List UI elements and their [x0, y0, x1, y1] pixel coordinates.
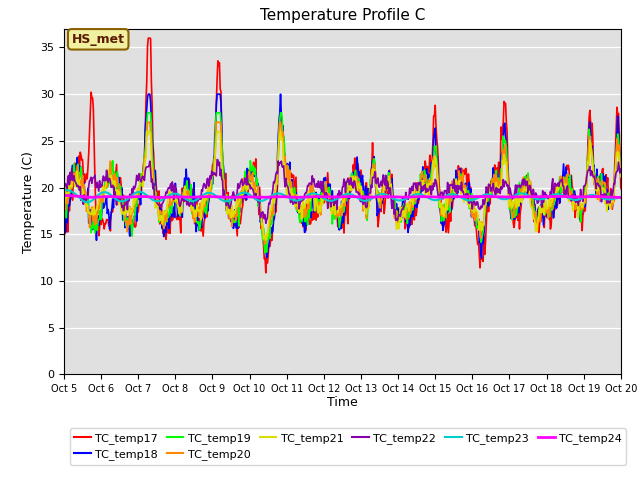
Line: TC_temp17: TC_temp17 [64, 38, 621, 273]
TC_temp23 [566, 196, 574, 202]
TC_temp17 [617, 186, 625, 192]
X-axis label: Time: Time [327, 396, 358, 408]
TC_temp20 [143, 120, 151, 125]
TC_temp18 [389, 192, 397, 198]
TC_temp20 [335, 212, 343, 218]
TC_temp18 [568, 191, 575, 197]
TC_temp24 [388, 194, 396, 200]
Line: TC_temp18: TC_temp18 [64, 94, 621, 258]
TC_temp24 [617, 194, 625, 200]
TC_temp23 [83, 199, 91, 205]
TC_temp22 [262, 220, 269, 226]
TC_temp23 [207, 190, 215, 196]
TC_temp22 [617, 166, 625, 172]
TC_temp19 [390, 199, 397, 205]
TC_temp19 [445, 207, 452, 213]
Line: TC_temp22: TC_temp22 [64, 159, 621, 223]
TC_temp18 [207, 177, 215, 183]
TC_temp19 [60, 204, 68, 210]
TC_temp20 [183, 188, 191, 194]
TC_temp21 [60, 199, 68, 205]
TC_temp20 [261, 241, 269, 247]
TC_temp22 [182, 197, 190, 203]
TC_temp21 [568, 197, 575, 203]
TC_temp22 [60, 186, 68, 192]
TC_temp17 [207, 179, 215, 185]
TC_temp22 [335, 188, 343, 193]
TC_temp20 [568, 188, 575, 194]
TC_temp22 [390, 197, 397, 203]
TC_temp21 [390, 204, 397, 210]
TC_temp17 [390, 200, 397, 205]
TC_temp23 [617, 195, 625, 201]
TC_temp19 [183, 178, 191, 184]
TC_temp21 [617, 174, 625, 180]
TC_temp19 [207, 184, 215, 190]
TC_temp24 [443, 194, 451, 200]
TC_temp21 [335, 204, 343, 210]
TC_temp17 [60, 217, 68, 223]
TC_temp20 [207, 185, 215, 191]
TC_temp21 [207, 180, 215, 185]
TC_temp20 [445, 200, 452, 205]
TC_temp20 [60, 207, 68, 213]
Line: TC_temp21: TC_temp21 [64, 132, 621, 240]
TC_temp23 [183, 197, 191, 203]
Line: TC_temp20: TC_temp20 [64, 122, 621, 244]
TC_temp19 [261, 250, 269, 255]
TC_temp18 [617, 172, 625, 178]
TC_temp18 [60, 224, 68, 230]
TC_temp18 [477, 255, 485, 261]
TC_temp24 [206, 194, 214, 200]
TC_temp19 [143, 110, 151, 116]
TC_temp18 [145, 91, 152, 97]
TC_temp23 [60, 187, 68, 192]
TC_temp17 [183, 184, 191, 190]
TC_temp21 [183, 193, 191, 199]
TC_temp23 [444, 192, 451, 198]
TC_temp17 [445, 230, 452, 236]
TC_temp20 [390, 196, 397, 202]
TC_temp18 [335, 225, 342, 230]
TC_temp19 [617, 172, 625, 178]
TC_temp23 [389, 195, 397, 201]
TC_temp22 [445, 185, 452, 191]
TC_temp19 [568, 194, 575, 200]
TC_temp24 [60, 192, 68, 198]
TC_temp22 [213, 156, 221, 162]
TC_temp17 [262, 270, 269, 276]
Y-axis label: Temperature (C): Temperature (C) [22, 151, 35, 252]
TC_temp22 [568, 198, 575, 204]
Line: TC_temp23: TC_temp23 [64, 190, 621, 202]
TC_temp22 [206, 173, 214, 179]
TC_temp21 [445, 192, 452, 198]
TC_temp21 [262, 237, 269, 243]
Line: TC_temp24: TC_temp24 [64, 195, 621, 197]
TC_temp18 [444, 210, 451, 216]
TC_temp23 [335, 195, 342, 201]
TC_temp24 [334, 194, 342, 200]
TC_temp21 [143, 129, 150, 134]
TC_temp17 [335, 220, 343, 226]
Title: Temperature Profile C: Temperature Profile C [260, 9, 425, 24]
TC_temp19 [335, 225, 343, 231]
Line: TC_temp19: TC_temp19 [64, 113, 621, 252]
TC_temp20 [617, 173, 625, 179]
TC_temp24 [566, 194, 573, 200]
Text: HS_met: HS_met [72, 33, 125, 46]
TC_temp18 [183, 180, 191, 186]
TC_temp17 [145, 35, 152, 41]
TC_temp24 [182, 194, 190, 200]
TC_temp17 [568, 172, 575, 178]
Legend: TC_temp17, TC_temp18, TC_temp19, TC_temp20, TC_temp21, TC_temp22, TC_temp23, TC_: TC_temp17, TC_temp18, TC_temp19, TC_temp… [70, 428, 627, 465]
